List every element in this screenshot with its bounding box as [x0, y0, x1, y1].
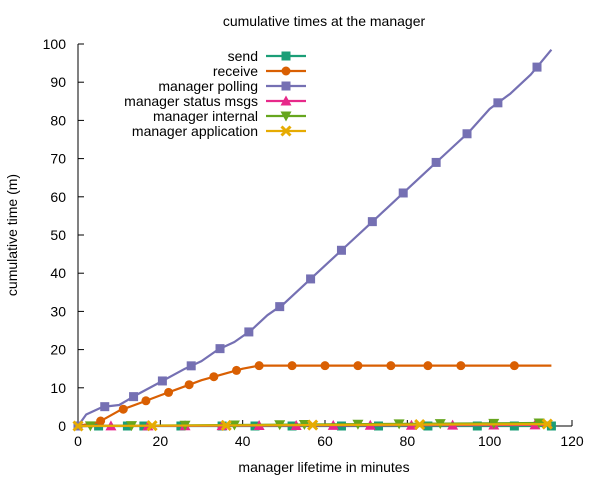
legend-item-send: send [228, 48, 306, 64]
data-point-receive [184, 380, 194, 390]
data-point-receive [118, 404, 128, 414]
data-point-manager-polling [186, 361, 196, 371]
x-tick-label: 120 [560, 433, 584, 449]
y-tick-label: 40 [50, 265, 66, 281]
y-tick-label: 60 [50, 189, 66, 205]
data-point-manager-polling [244, 327, 254, 337]
chart-title: cumulative times at the manager [223, 13, 426, 29]
x-tick-label: 0 [74, 433, 82, 449]
legend-label: send [228, 48, 258, 64]
data-point-manager-polling [493, 98, 503, 108]
legend-marker [281, 51, 291, 61]
data-point-manager-polling [431, 157, 441, 167]
y-tick-label: 80 [50, 112, 66, 128]
data-point-manager-polling [462, 129, 472, 139]
legend-label: manager status msgs [124, 93, 258, 109]
data-point-manager-polling [306, 274, 316, 284]
y-tick-label: 90 [50, 74, 66, 90]
data-point-manager-polling [336, 245, 346, 255]
data-point-manager-application [72, 420, 84, 432]
axes: 0 20 40 60 80 100 120 0 10 20 30 40 50 60 70 80 90 100 [43, 36, 584, 449]
y-tick-label: 50 [50, 227, 66, 243]
legend-marker [280, 111, 292, 122]
x-tick-label: 100 [478, 433, 502, 449]
legend-label: receive [213, 63, 258, 79]
data-point-manager-polling [398, 188, 408, 198]
data-point-manager-polling [367, 217, 377, 227]
x-tick-label: 80 [400, 433, 416, 449]
legend-marker [281, 66, 291, 76]
data-point-receive [386, 361, 396, 371]
legend-item-receive: receive [213, 63, 306, 79]
data-point-receive [287, 361, 297, 371]
data-point-manager-application [541, 418, 553, 430]
data-point-receive [164, 387, 174, 397]
data-point-manager-polling [129, 392, 139, 402]
data-point-send [546, 421, 556, 431]
legend-label: manager internal [153, 108, 258, 124]
legend-item-manager-status-msgs: manager status msgs [124, 93, 306, 109]
series-receive [73, 361, 552, 431]
data-point-receive [320, 361, 330, 371]
data-point-receive [509, 361, 519, 371]
legend-item-manager-internal: manager internal [153, 108, 306, 124]
legend-label: manager polling [158, 78, 258, 94]
legend-marker [280, 95, 292, 106]
data-point-manager-application [414, 419, 426, 431]
legend-marker [281, 81, 291, 91]
data-point-receive [254, 361, 264, 371]
legend-item-manager-polling: manager polling [158, 78, 306, 94]
data-point-manager-polling [100, 402, 110, 412]
data-point-manager-polling [215, 344, 225, 354]
x-tick-label: 20 [153, 433, 169, 449]
data-point-receive [96, 416, 106, 426]
series-line-receive [77, 364, 552, 428]
x-tick-label: 60 [317, 433, 333, 449]
data-point-receive [456, 361, 466, 371]
data-point-manager-polling [532, 62, 542, 72]
y-tick-label: 30 [50, 303, 66, 319]
data-point-manager-application [146, 420, 158, 432]
x-axis-label: manager lifetime in minutes [238, 459, 409, 475]
data-point-receive [141, 396, 151, 406]
y-tick-label: 20 [50, 342, 66, 358]
data-point-manager-application [307, 419, 319, 431]
legend-marker [280, 125, 292, 137]
plot-area [72, 48, 556, 432]
data-point-manager-polling [275, 302, 285, 312]
x-tick-label: 40 [235, 433, 251, 449]
y-axis-label: cumulative time (m) [4, 174, 20, 296]
legend-label: manager application [132, 123, 258, 139]
y-tick-label: 0 [58, 418, 66, 434]
data-point-receive [209, 372, 219, 382]
y-tick-label: 70 [50, 151, 66, 167]
data-point-manager-application [220, 419, 232, 431]
data-point-receive [231, 365, 241, 375]
data-point-receive [353, 361, 363, 371]
series-manager-application [72, 418, 553, 432]
y-tick-label: 10 [50, 380, 66, 396]
data-point-receive [423, 361, 433, 371]
y-tick-label: 100 [43, 36, 67, 52]
data-point-manager-polling [157, 376, 167, 386]
legend-item-manager-application: manager application [132, 123, 306, 139]
